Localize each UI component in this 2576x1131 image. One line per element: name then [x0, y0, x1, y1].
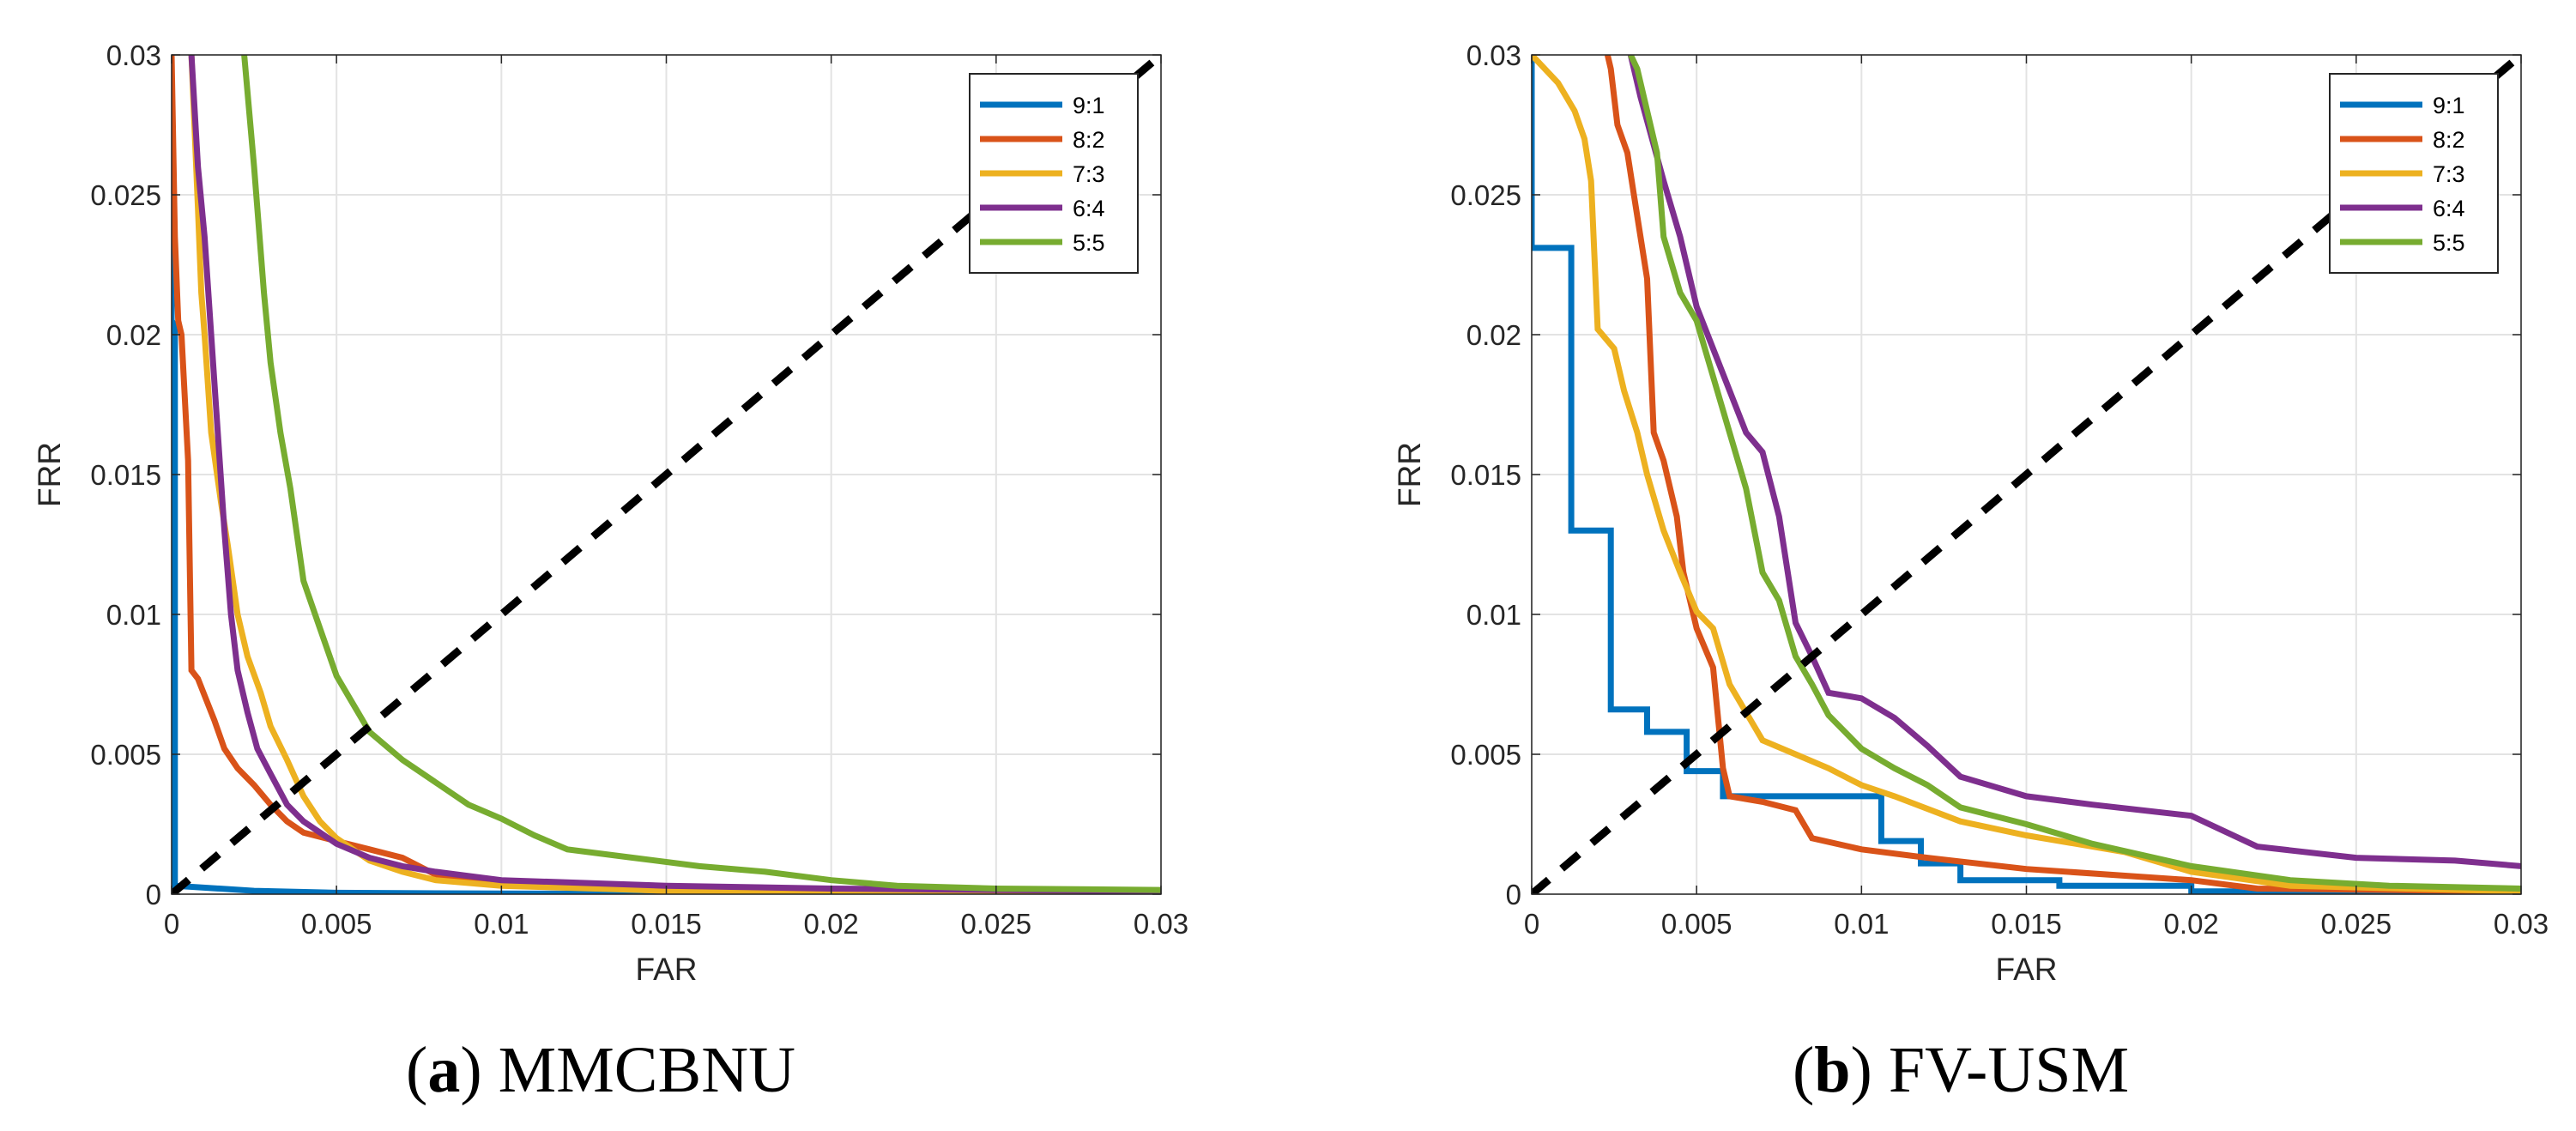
x-tick-label: 0 — [164, 908, 179, 940]
legend-label: 7:3 — [2433, 161, 2465, 187]
panel-caption: (a) MMCBNU — [406, 1034, 795, 1106]
x-tick-label: 0.025 — [961, 908, 1032, 940]
caption-panel-label: a — [427, 1034, 460, 1106]
chart-panel-a: 0 0.005 0.01 0.015 0.02 0.025 0.03 0 0.005 0.01 0.… — [32, 39, 1188, 1106]
chart-panel-b: 0 0.005 0.01 0.015 0.02 0.025 0.03 0 0.005 0.01 0.… — [1392, 39, 2549, 1106]
x-tick-label: 0.02 — [2164, 908, 2219, 940]
legend: 9:1 8:2 7:3 6:4 5:5 — [2329, 73, 2499, 274]
x-tick-label: 0.01 — [474, 908, 529, 940]
x-tick-label: 0.025 — [2321, 908, 2392, 940]
x-tick-label: 0.015 — [1991, 908, 2062, 940]
y-tick-label: 0.015 — [90, 459, 161, 491]
caption-close-paren: ) — [460, 1034, 498, 1106]
x-tick-label: 0.03 — [1134, 908, 1188, 940]
y-tick-label: 0 — [1506, 879, 1521, 910]
legend-label: 5:5 — [1073, 230, 1105, 256]
caption-dataset-name: FV-USM — [1889, 1034, 2129, 1106]
series-line-7-3 — [1532, 55, 2521, 894]
legend: 9:1 8:2 7:3 6:4 5:5 — [969, 73, 1139, 274]
series-line-7-3 — [188, 55, 1161, 894]
x-tick-label: 0.015 — [631, 908, 702, 940]
y-tick-label: 0.025 — [1450, 179, 1521, 211]
y-tick-label: 0.03 — [1466, 39, 1521, 71]
legend-label: 9:1 — [2433, 93, 2465, 118]
series-line-5-5 — [1628, 55, 2521, 892]
x-axis-title: FAR — [1996, 952, 2058, 987]
panel-caption: (b) FV-USM — [1793, 1034, 2129, 1106]
y-tick-label: 0.005 — [90, 739, 161, 771]
y-tick-label: 0.03 — [106, 39, 161, 71]
legend-label: 6:4 — [2433, 196, 2465, 221]
y-axis-title: FRR — [32, 442, 67, 507]
x-axis-title: FAR — [636, 952, 698, 987]
y-tick-label: 0.02 — [106, 319, 161, 351]
legend-label: 9:1 — [1073, 93, 1105, 118]
series-group — [1532, 55, 2521, 894]
legend-label: 6:4 — [1073, 196, 1105, 221]
series-line-6-4 — [1627, 55, 2521, 869]
caption-close-paren: ) — [1851, 1034, 1889, 1106]
x-tick-label: 0.005 — [1661, 908, 1732, 940]
y-tick-label: 0.01 — [106, 599, 161, 631]
y-axis-title: FRR — [1392, 442, 1427, 507]
y-tick-label: 0.01 — [1466, 599, 1521, 631]
caption-open-paren: ( — [406, 1034, 427, 1106]
y-tick-label: 0.015 — [1450, 459, 1521, 491]
x-tick-label: 0.02 — [804, 908, 859, 940]
series-line-8-2 — [1604, 55, 2521, 894]
x-tick-label: 0.03 — [2494, 908, 2549, 940]
caption-open-paren: ( — [1793, 1034, 1814, 1106]
caption-panel-label: b — [1814, 1034, 1850, 1106]
x-tick-label: 0.01 — [1834, 908, 1889, 940]
y-tick-label: 0.005 — [1450, 739, 1521, 771]
y-tick-label: 0.025 — [90, 179, 161, 211]
series-line-5-5 — [241, 55, 1161, 893]
legend-label: 8:2 — [1073, 127, 1105, 153]
legend-label: 8:2 — [2433, 127, 2465, 153]
x-tick-label: 0 — [1524, 908, 1539, 940]
legend-label: 7:3 — [1073, 161, 1105, 187]
series-line-6-4 — [188, 55, 1161, 894]
caption-dataset-name: MMCBNU — [499, 1034, 795, 1106]
y-tick-label: 0.02 — [1466, 319, 1521, 351]
y-tick-label: 0 — [146, 879, 161, 910]
legend-label: 5:5 — [2433, 230, 2465, 256]
x-tick-label: 0.005 — [301, 908, 372, 940]
